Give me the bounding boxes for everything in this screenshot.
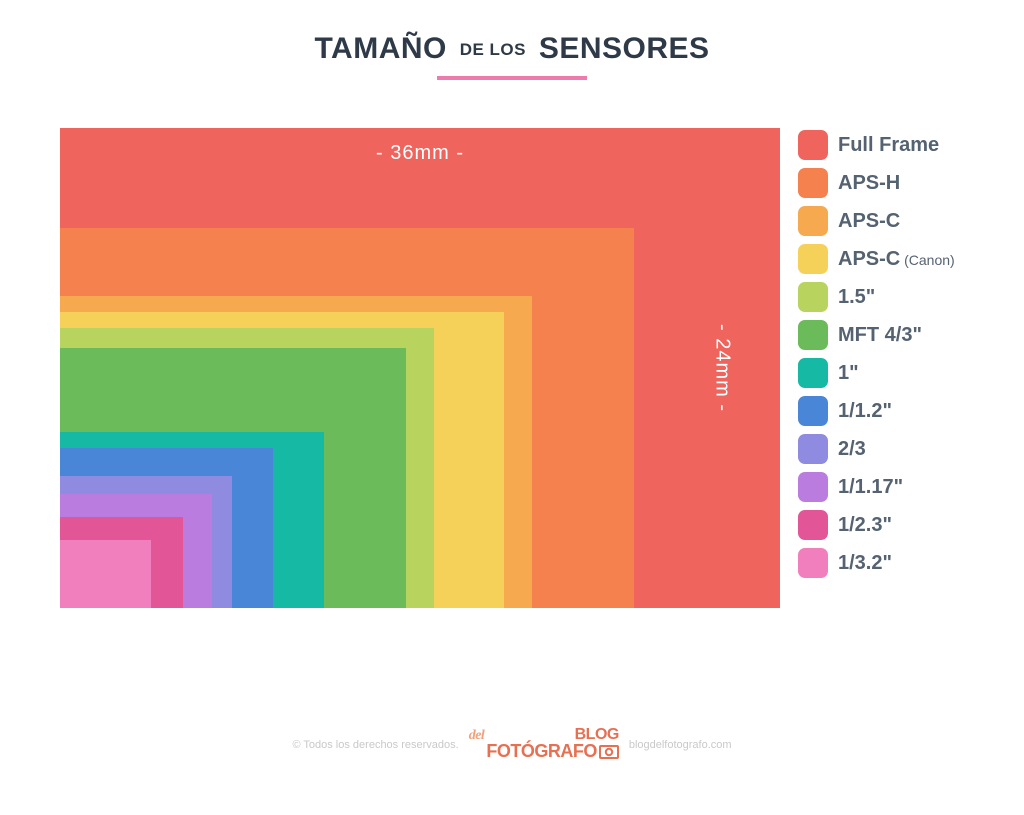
legend-label: MFT 4/3" <box>838 324 922 347</box>
legend-label: 2/3 <box>838 438 866 461</box>
logo-del: del <box>469 728 485 744</box>
legend-swatch <box>798 206 828 236</box>
legend-item: 1/3.2" <box>798 548 955 578</box>
legend-label: 1/1.2" <box>838 400 892 423</box>
legend-swatch <box>798 510 828 540</box>
legend-sublabel: (Canon) <box>900 252 954 268</box>
title-part1: TAMAÑO <box>314 32 446 65</box>
footer: © Todos los derechos reservados. del BLO… <box>0 728 1024 761</box>
legend-swatch <box>798 320 828 350</box>
legend-swatch <box>798 130 828 160</box>
brand-logo: del BLOG FOTÓGRAFO <box>469 728 619 761</box>
sensor-rect <box>60 540 151 608</box>
legend-label: 1.5" <box>838 286 875 309</box>
copyright-text: © Todos los derechos reservados. <box>292 739 458 751</box>
legend-swatch <box>798 168 828 198</box>
legend-item: 1/2.3" <box>798 510 955 540</box>
sensor-diagram: - 36mm - - 24mm - <box>60 128 780 608</box>
legend-swatch <box>798 472 828 502</box>
legend-item: APS-H <box>798 168 955 198</box>
camera-icon <box>599 743 619 761</box>
title-part2: SENSORES <box>539 32 710 65</box>
legend-label: Full Frame <box>838 134 939 157</box>
legend-item: Full Frame <box>798 130 955 160</box>
legend-swatch <box>798 548 828 578</box>
legend-item: MFT 4/3" <box>798 320 955 350</box>
legend-swatch <box>798 244 828 274</box>
legend-item: 2/3 <box>798 434 955 464</box>
legend-item: APS-C <box>798 206 955 236</box>
legend-label: APS-H <box>838 172 900 195</box>
legend-label: APS-C (Canon) <box>838 248 955 271</box>
legend-item: APS-C (Canon) <box>798 244 955 274</box>
logo-main: FOTÓGRAFO <box>486 743 619 761</box>
site-url: blogdelfotografo.com <box>629 739 732 751</box>
legend-item: 1" <box>798 358 955 388</box>
legend-label: 1/2.3" <box>838 514 892 537</box>
legend-swatch <box>798 396 828 426</box>
legend-swatch <box>798 282 828 312</box>
legend-item: 1/1.2" <box>798 396 955 426</box>
legend-label: APS-C <box>838 210 900 233</box>
legend-item: 1.5" <box>798 282 955 312</box>
legend-item: 1/1.17" <box>798 472 955 502</box>
page-title: TAMAÑO DE LOS SENSORES <box>0 32 1024 66</box>
content-row: - 36mm - - 24mm - Full Frame APS-H APS-C AP… <box>0 80 1024 608</box>
legend-swatch <box>798 358 828 388</box>
legend-label: 1" <box>838 362 859 385</box>
header: TAMAÑO DE LOS SENSORES <box>0 0 1024 80</box>
legend-swatch <box>798 434 828 464</box>
dimension-label-width: - 36mm - <box>376 142 464 165</box>
legend-label: 1/1.17" <box>838 476 903 499</box>
dimension-label-height: - 24mm - <box>711 324 734 412</box>
title-mid: DE LOS <box>460 40 526 59</box>
legend: Full Frame APS-H APS-C APS-C (Canon) 1.5" MFT… <box>798 128 955 578</box>
legend-label: 1/3.2" <box>838 552 892 575</box>
